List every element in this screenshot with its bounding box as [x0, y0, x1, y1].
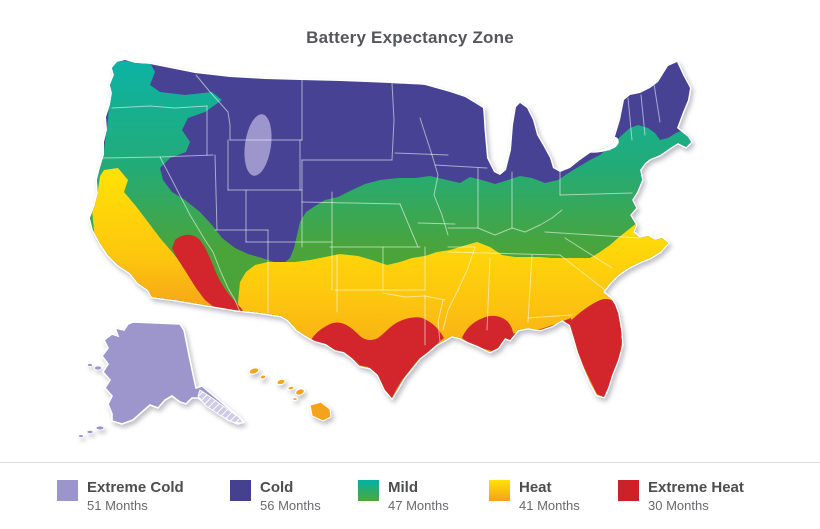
legend-label: Extreme Cold [87, 479, 184, 496]
alaska [78, 321, 246, 438]
hawaii-lanai [292, 396, 299, 402]
zone-extreme-heat-texas [310, 317, 444, 398]
hawaii-kauai [248, 367, 260, 375]
alaska-panhandle-hatch [197, 389, 244, 424]
legend-item-extreme-cold: Extreme Cold 51 Months [57, 480, 184, 512]
legend-item-extreme-heat: Extreme Heat 30 Months [618, 480, 744, 512]
hawaii-niihau [259, 374, 267, 380]
hawaii-maui [294, 388, 306, 396]
aleutian-islands [78, 363, 105, 438]
legend-months: 41 Months [519, 497, 580, 513]
page-title: Battery Expectancy Zone [306, 28, 514, 47]
legend-divider [0, 462, 820, 463]
zone-extreme-cold-pocket [244, 114, 272, 176]
mild-swatch [358, 480, 379, 501]
hawaii [248, 367, 332, 422]
legend-months: 30 Months [648, 497, 709, 513]
zone-extreme-heat-louisiana [462, 315, 514, 352]
heat-swatch [489, 480, 510, 501]
legend-label: Mild [388, 479, 418, 496]
us-battery-zone-map [78, 58, 693, 438]
map-canvas [78, 58, 693, 438]
legend-label: Heat [519, 479, 552, 496]
legend-months: 56 Months [260, 497, 321, 513]
legend-label: Extreme Heat [648, 479, 744, 496]
legend-label: Cold [260, 479, 294, 496]
legend-months: 47 Months [388, 497, 449, 513]
zone-extreme-heat-arizona [172, 234, 246, 317]
extreme-heat-swatch [618, 480, 639, 501]
legend-item-heat: Heat 41 Months [489, 480, 580, 512]
lake-huron [532, 86, 567, 131]
hawaii-oahu [276, 378, 286, 386]
hawaii-molokai [287, 385, 295, 391]
legend-months: 51 Months [87, 497, 148, 513]
cold-swatch [230, 480, 251, 501]
state-borders [102, 74, 661, 346]
zone-extreme-heat-florida [570, 298, 623, 397]
hawaii-big-island [309, 401, 332, 422]
extreme-cold-swatch [57, 480, 78, 501]
legend-item-cold: Cold 56 Months [230, 480, 321, 512]
legend-item-mild: Mild 47 Months [358, 480, 449, 512]
